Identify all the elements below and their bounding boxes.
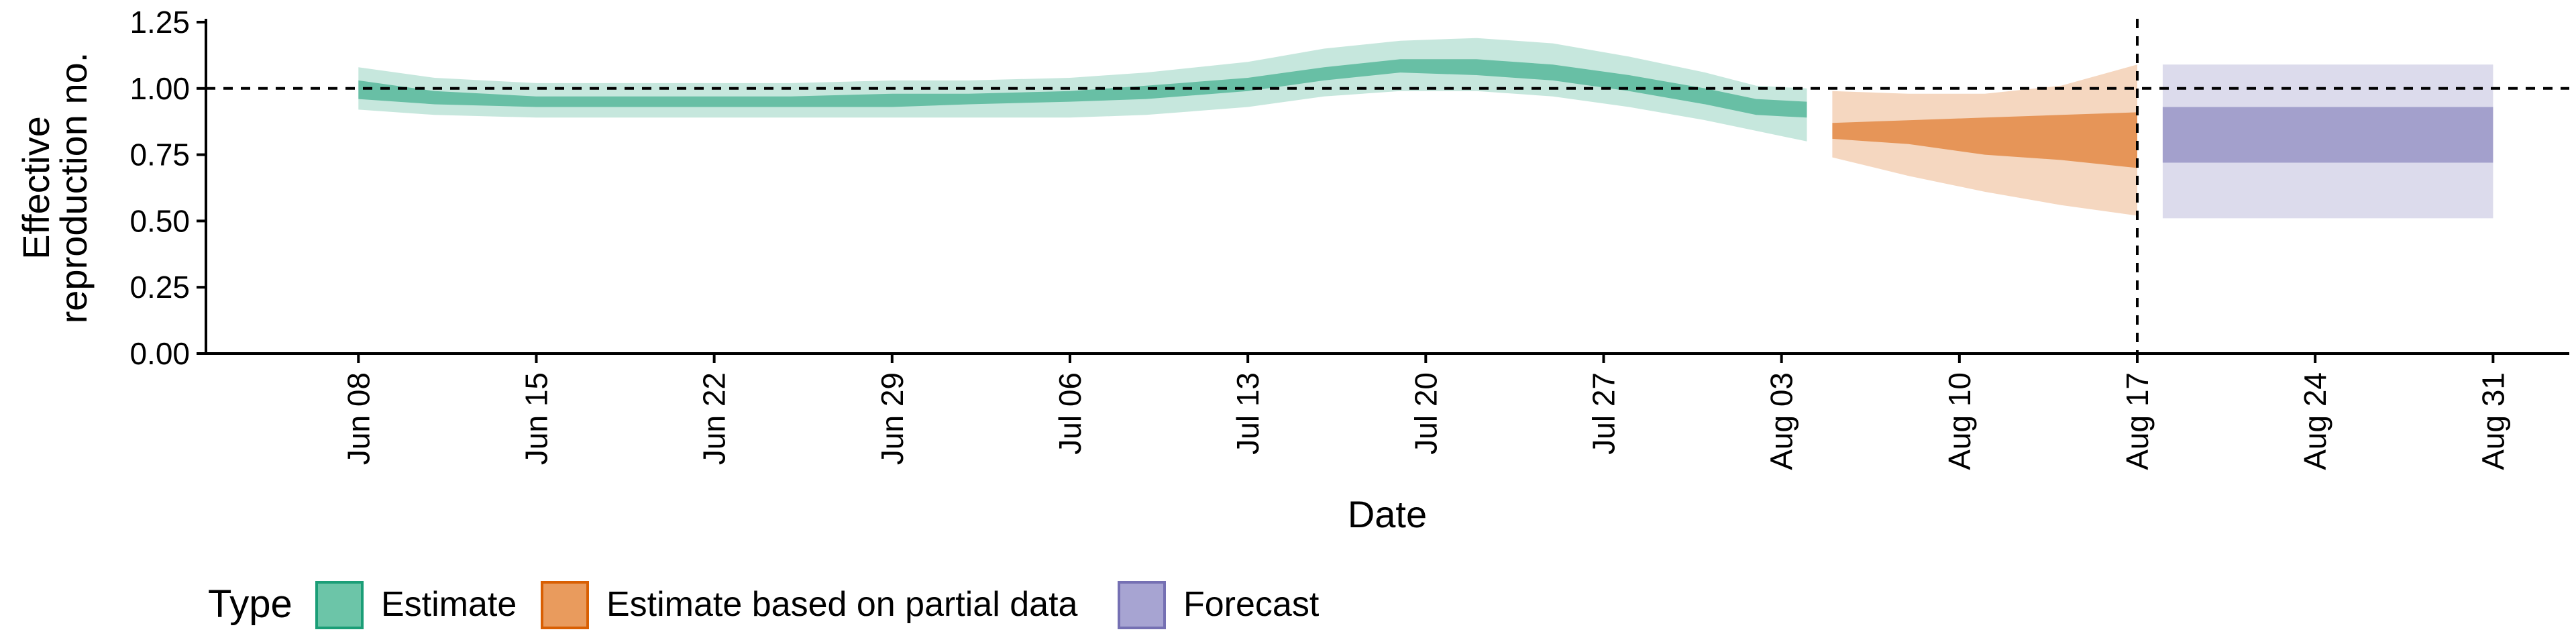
series-forecast-inner-band	[2162, 107, 2493, 163]
legend-title: Type	[208, 582, 292, 626]
y-tick-labels: 0.00 0.25 0.50 0.75 1.00 1.25	[129, 5, 190, 371]
legend-key-estimate-based-on-partial-data	[541, 581, 589, 629]
x-tick-label: Jun 29	[875, 372, 910, 465]
y-tick-label: 0.50	[129, 203, 190, 238]
legend-label-estimate: Estimate	[381, 585, 517, 624]
x-tick-label: Aug 17	[2120, 372, 2155, 470]
y-tick-label: 1.25	[129, 5, 190, 40]
x-tick-label: Jul 27	[1587, 372, 1621, 455]
legend-items: Estimate Estimate based on partial data Fo…	[315, 581, 1320, 629]
series-estimate-based-on-partial-data-inner-band	[1832, 112, 2137, 168]
x-tick-label: Jul 20	[1408, 372, 1443, 455]
legend-key-forecast	[1118, 581, 1166, 629]
reference-line-layer	[206, 19, 2569, 354]
legend-label-estimate-based-on-partial-data: Estimate based on partial data	[606, 585, 1078, 624]
x-tick-label: Aug 03	[1764, 372, 1799, 470]
x-tick-label: Jul 06	[1053, 372, 1087, 455]
y-tick-label: 1.00	[129, 71, 190, 106]
x-tick-labels: Jun 08 Jun 15 Jun 22 Jun 29 Jul 06 Jul 13 Jul …	[341, 372, 2510, 470]
x-tick-label: Aug 24	[2298, 372, 2332, 470]
axes	[197, 19, 2569, 363]
y-tick-label: 0.25	[129, 270, 190, 305]
y-tick-label: 0.75	[129, 138, 190, 172]
ribbon-layer	[358, 38, 2493, 219]
y-tick-label: 0.00	[129, 336, 190, 371]
x-tick-label: Jun 22	[697, 372, 732, 465]
legend-key-estimate	[315, 581, 364, 629]
x-axis-title: Date	[1348, 493, 1427, 535]
y-axis-title-line-2: reproduction no.	[52, 52, 95, 324]
series-estimate-inner-band	[358, 59, 1807, 118]
series-estimate-based-on-partial-data	[1832, 64, 2137, 216]
y-axis-title: Effective reproduction no.	[15, 52, 95, 324]
x-tick-label: Aug 31	[2475, 372, 2510, 470]
x-tick-label: Jul 13	[1230, 372, 1265, 455]
x-tick-label: Aug 10	[1942, 372, 1977, 470]
x-tick-label: Jun 15	[519, 372, 554, 465]
series-forecast	[2162, 64, 2493, 219]
legend-label-forecast: Forecast	[1183, 585, 1320, 624]
legend: Type Estimate Estimate based on partial d…	[208, 581, 1320, 629]
x-tick-label: Jun 08	[341, 372, 376, 465]
y-axis-title-line-1: Effective	[15, 116, 57, 260]
